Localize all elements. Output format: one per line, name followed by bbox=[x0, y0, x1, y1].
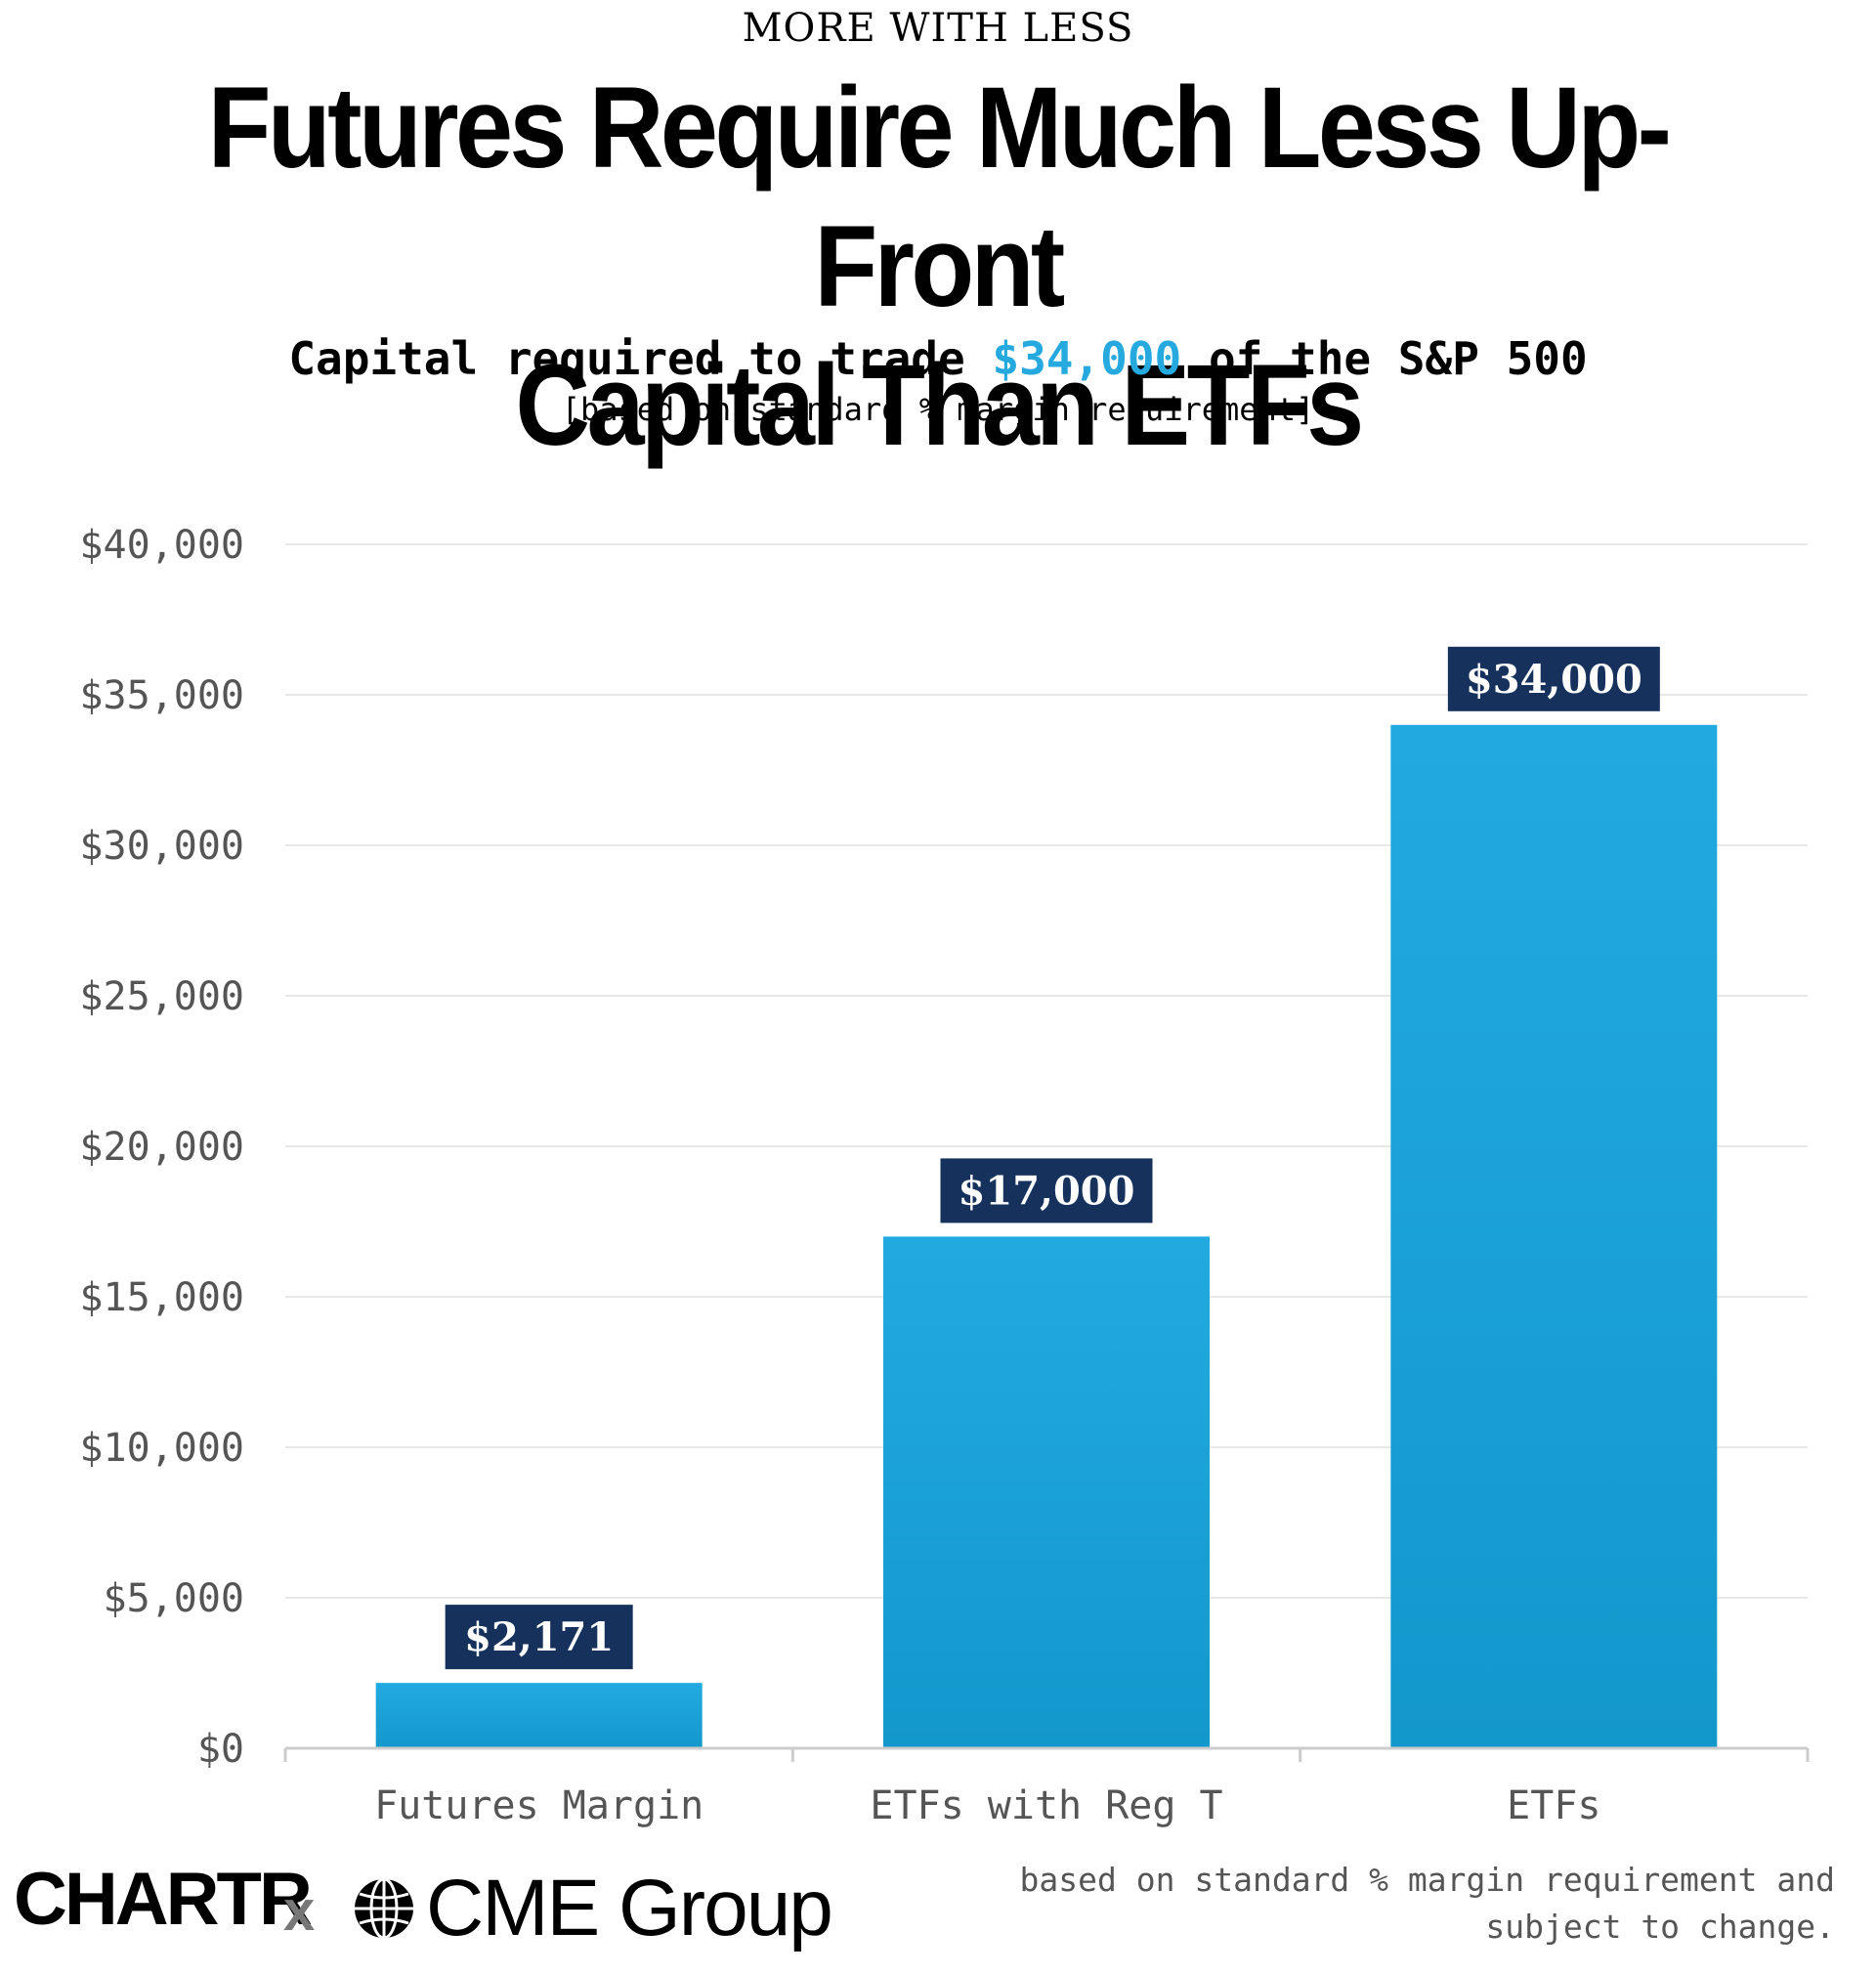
y-tick-label: $30,000 bbox=[79, 824, 244, 869]
bars: $2,171 $17,000 $34,000 bbox=[375, 646, 1718, 1748]
data-label: $17,000 bbox=[959, 1168, 1135, 1214]
y-tick-label: $10,000 bbox=[79, 1426, 244, 1471]
x-axis bbox=[283, 1746, 1810, 1762]
y-tick-label: $35,000 bbox=[79, 673, 244, 718]
subtitle-highlight: $34,000 bbox=[992, 332, 1182, 385]
data-label: $2,171 bbox=[464, 1614, 614, 1660]
y-axis-ticks: $0 $5,000 $10,000 $15,000 $20,000 $25,000 $30,… bbox=[79, 523, 244, 1772]
y-tick-label: $25,000 bbox=[79, 974, 244, 1019]
x-axis-ticks: Futures Margin ETFs with Reg T ETFs bbox=[374, 1783, 1600, 1828]
bar bbox=[375, 1683, 703, 1748]
data-label-box bbox=[940, 1158, 1153, 1223]
bar bbox=[883, 1236, 1210, 1748]
logo-separator: x bbox=[283, 1879, 316, 1943]
data-label-box bbox=[1447, 646, 1660, 711]
data-label-box bbox=[445, 1605, 633, 1670]
x-tick-label: ETFs bbox=[1507, 1783, 1600, 1828]
chart-subnote: [based on standard % margin requirement] bbox=[561, 391, 1315, 428]
y-tick-label: $20,000 bbox=[79, 1125, 244, 1170]
y-tick-label: $40,000 bbox=[79, 523, 244, 568]
x-tick-label: ETFs with Reg T bbox=[870, 1783, 1222, 1828]
footnote-line-1: based on standard % margin requirement a… bbox=[1019, 1861, 1835, 1899]
chart-kicker: MORE WITH LESS bbox=[742, 6, 1134, 51]
footnote-line-2: subject to change. bbox=[1485, 1908, 1835, 1946]
chart-title-line-2: Capital Than ETFs bbox=[515, 341, 1364, 470]
y-tick-label: $15,000 bbox=[79, 1275, 244, 1320]
y-tick-label: $0 bbox=[197, 1727, 244, 1772]
chart-title: Futures Require Much Less Up-Front Capit… bbox=[94, 59, 1782, 475]
globe-icon bbox=[355, 1877, 413, 1940]
subtitle-post: of the S&P 500 bbox=[1181, 332, 1588, 385]
footnote: based on standard % margin requirement a… bbox=[956, 1857, 1835, 1951]
data-label: $34,000 bbox=[1466, 657, 1642, 703]
y-tick-label: $5,000 bbox=[104, 1576, 245, 1621]
chartr-logo: CHARTR bbox=[14, 1858, 313, 1941]
x-tick-label: Futures Margin bbox=[374, 1783, 704, 1828]
cme-group-logo: CME Group bbox=[352, 1863, 833, 1954]
chart-title-line-1: Futures Require Much Less Up-Front bbox=[207, 64, 1672, 331]
bar bbox=[1390, 724, 1718, 1748]
subtitle-pre: Capital required to trade bbox=[288, 332, 993, 385]
cme-group-wordmark: CME Group bbox=[426, 1864, 833, 1953]
chart-subtitle: Capital required to trade $34,000 of the… bbox=[0, 332, 1876, 385]
